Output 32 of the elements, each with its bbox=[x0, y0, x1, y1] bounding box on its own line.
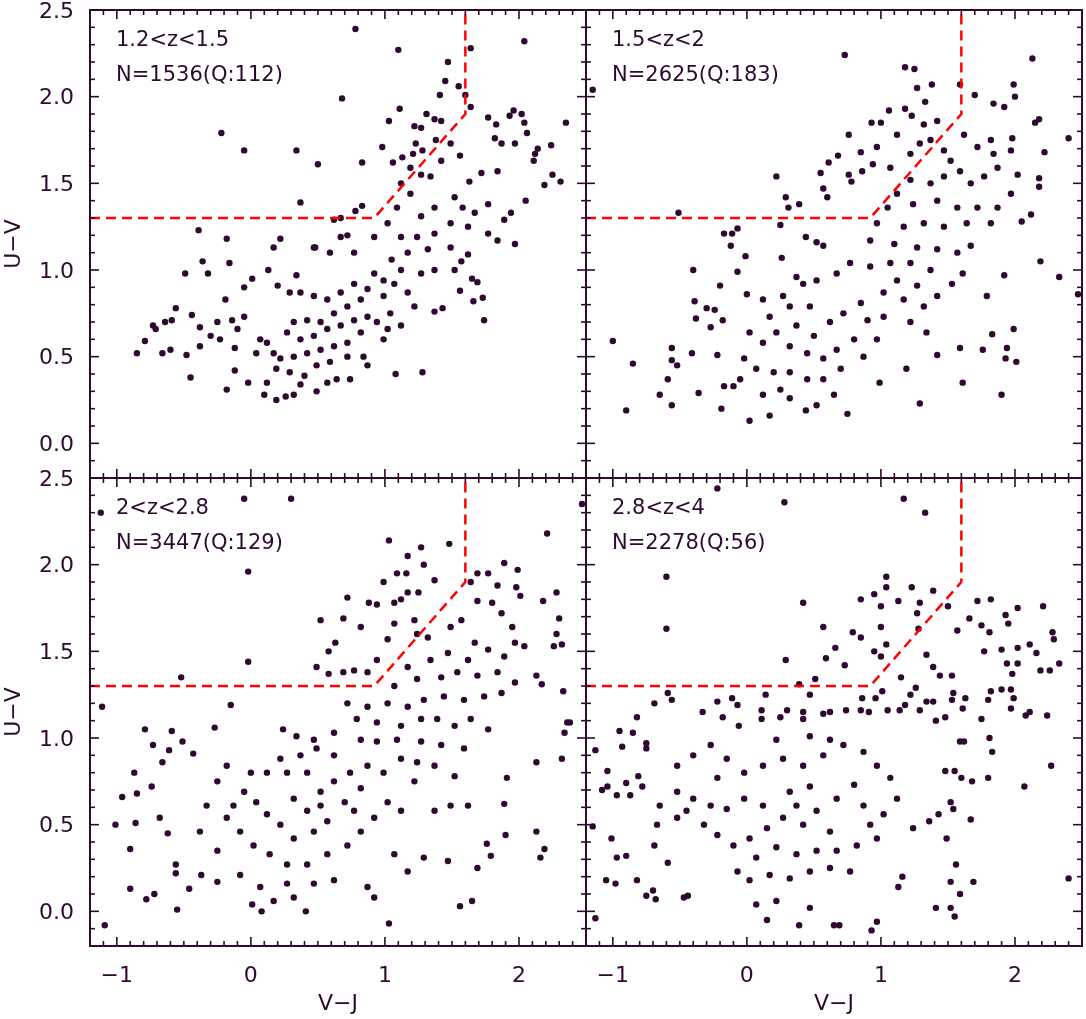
x-axis-title: V−J bbox=[814, 990, 854, 1015]
y-tick-label: 0.5 bbox=[39, 344, 74, 370]
x-tick-label: 0 bbox=[739, 962, 754, 987]
x-tick-label: 0 bbox=[243, 962, 258, 987]
x-tick-label: −1 bbox=[596, 962, 630, 987]
x-tick-label: 1 bbox=[377, 962, 392, 987]
y-tick-label: 0.0 bbox=[39, 430, 74, 456]
y-tick-label: 2.5 bbox=[39, 465, 74, 491]
y-tick-label: 2.0 bbox=[39, 552, 74, 578]
y-tick-label: 1.0 bbox=[39, 725, 74, 751]
x-tick-label: 2 bbox=[511, 962, 526, 987]
y-tick-label: 2.0 bbox=[39, 84, 74, 110]
y-tick-label: 0.5 bbox=[39, 812, 74, 838]
y-tick-label: 1.5 bbox=[39, 638, 74, 664]
annotation: N=3447(Q:129) bbox=[116, 530, 283, 554]
y-axis-title: U−V bbox=[0, 687, 25, 737]
x-tick-label: −1 bbox=[100, 962, 134, 987]
x-axis-title: V−J bbox=[318, 990, 358, 1015]
y-tick-label: 0.0 bbox=[39, 898, 74, 924]
annotation: 2<z<2.8 bbox=[116, 495, 209, 519]
annotation: 2.8<z<4 bbox=[612, 495, 705, 519]
x-tick-label: 2 bbox=[1007, 962, 1022, 987]
annotation: N=1536(Q:112) bbox=[116, 62, 283, 86]
y-tick-label: 1.5 bbox=[39, 170, 74, 196]
y-tick-label: 1.0 bbox=[39, 257, 74, 283]
y-tick-label: 2.5 bbox=[39, 0, 74, 23]
annotation: 1.5<z<2 bbox=[612, 27, 705, 51]
x-tick-label: 1 bbox=[873, 962, 888, 987]
annotation: N=2278(Q:56) bbox=[612, 530, 766, 554]
annotation: N=2625(Q:183) bbox=[612, 62, 779, 86]
y-axis-title: U−V bbox=[0, 219, 25, 269]
annotation: 1.2<z<1.5 bbox=[116, 27, 230, 51]
